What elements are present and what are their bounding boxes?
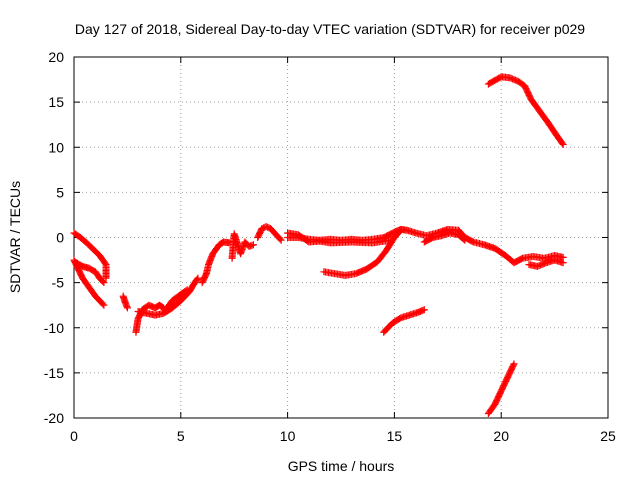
data-point bbox=[193, 275, 201, 283]
x-tick-label: 20 bbox=[493, 428, 509, 444]
data-point bbox=[559, 141, 567, 149]
series-trace-16 bbox=[380, 306, 428, 336]
data-point bbox=[558, 139, 566, 147]
axis-ticks bbox=[73, 56, 609, 419]
series-trace-7 bbox=[162, 286, 191, 314]
data-point bbox=[276, 235, 284, 243]
data-point bbox=[397, 226, 405, 234]
y-tick-label: -10 bbox=[44, 320, 64, 336]
data-marks bbox=[70, 73, 567, 417]
x-tick-label: 5 bbox=[177, 428, 185, 444]
data-point bbox=[249, 241, 257, 249]
data-point bbox=[510, 360, 518, 368]
y-tick-label: 20 bbox=[48, 49, 64, 65]
series-trace-14 bbox=[420, 229, 469, 246]
series-trace-13 bbox=[320, 226, 405, 279]
data-point bbox=[248, 241, 256, 249]
y-axis-label: SDTVAR / TECUs bbox=[7, 181, 23, 293]
data-point bbox=[509, 361, 517, 369]
data-point bbox=[102, 274, 110, 282]
data-point bbox=[277, 236, 285, 244]
series-trace-1 bbox=[70, 229, 110, 282]
series-trace-9 bbox=[228, 230, 257, 262]
series-trace-5 bbox=[132, 301, 168, 336]
series-trace-18 bbox=[484, 360, 518, 417]
series-trace-15 bbox=[525, 256, 567, 270]
x-tick-label: 10 bbox=[280, 428, 296, 444]
y-tick-label: 0 bbox=[56, 230, 64, 246]
data-point bbox=[183, 286, 191, 294]
y-tick-label: 10 bbox=[48, 139, 64, 155]
data-point bbox=[182, 287, 190, 295]
data-point bbox=[461, 236, 469, 244]
data-point bbox=[559, 259, 567, 267]
y-tick-label: -15 bbox=[44, 365, 64, 381]
x-tick-label: 25 bbox=[600, 428, 616, 444]
series-trace-8 bbox=[198, 238, 234, 287]
x-axis-label: GPS time / hours bbox=[288, 458, 395, 474]
series-trace-2 bbox=[70, 256, 108, 309]
series-trace-11 bbox=[284, 225, 567, 267]
data-point bbox=[460, 235, 468, 243]
series-trace-17 bbox=[484, 73, 567, 149]
series-trace-4 bbox=[119, 292, 131, 312]
series-trace-6 bbox=[134, 274, 202, 319]
data-point bbox=[420, 306, 428, 314]
data-point bbox=[100, 279, 108, 287]
data-point bbox=[100, 301, 108, 309]
grid-lines bbox=[74, 57, 608, 418]
data-point bbox=[123, 304, 131, 312]
x-tick-label: 15 bbox=[387, 428, 403, 444]
data-point bbox=[396, 227, 404, 235]
series-trace-12 bbox=[284, 229, 394, 247]
data-point bbox=[99, 300, 107, 308]
y-tick-label: 5 bbox=[56, 184, 64, 200]
series-trace-3 bbox=[72, 259, 108, 287]
chart-title: Day 127 of 2018, Sidereal Day-to-day VTE… bbox=[75, 21, 585, 37]
x-tick-label: 0 bbox=[70, 428, 78, 444]
series-trace-10 bbox=[254, 223, 285, 244]
data-point bbox=[194, 274, 202, 282]
y-tick-label: -5 bbox=[52, 275, 65, 291]
y-tick-label: -20 bbox=[44, 410, 64, 426]
data-point bbox=[99, 277, 107, 285]
y-tick-label: 15 bbox=[48, 94, 64, 110]
